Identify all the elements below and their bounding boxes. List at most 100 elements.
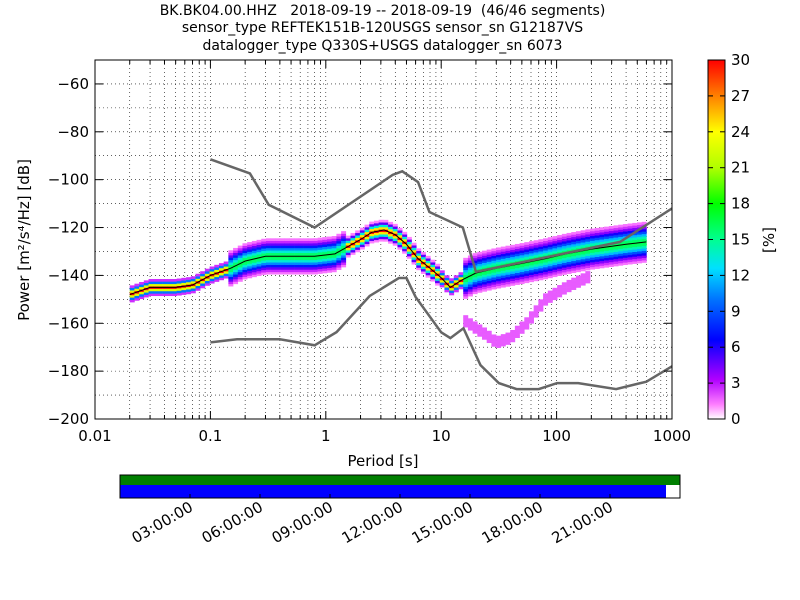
heatmap-cell xyxy=(510,275,516,279)
heatmap-cell xyxy=(406,256,412,259)
heatmap-cell xyxy=(242,252,248,256)
heatmap-cell xyxy=(373,232,379,236)
heatmap-cell xyxy=(590,240,596,244)
heatmap-cell xyxy=(345,250,351,253)
heatmap-cell xyxy=(575,262,581,265)
heatmap-cell xyxy=(153,281,159,285)
heatmap-cell xyxy=(233,259,239,263)
colorbar-tick-label: 27 xyxy=(731,87,750,105)
heatmap-cell xyxy=(622,255,628,258)
heatmap-cell xyxy=(355,242,361,246)
heatmap-cell xyxy=(327,243,333,247)
heatmap-cell xyxy=(604,255,610,259)
heatmap-cell xyxy=(510,266,516,270)
heatmap-cell xyxy=(435,280,441,284)
heatmap-cell xyxy=(608,249,614,253)
heatmap-cell xyxy=(547,270,553,274)
heatmap-cell xyxy=(467,277,473,280)
heatmap-cell xyxy=(632,254,638,257)
heatmap-cell xyxy=(449,283,455,286)
heatmap-cell xyxy=(218,272,224,276)
heatmap-cell xyxy=(425,263,431,266)
timeline-tick-label: 15:00:00 xyxy=(409,498,476,547)
heatmap-cell xyxy=(482,277,488,280)
heatmap-cell xyxy=(298,247,304,251)
heatmap-cell xyxy=(214,269,220,273)
heatmap-cell xyxy=(637,234,643,238)
heatmap-cell xyxy=(294,267,300,270)
heatmap-cell xyxy=(538,304,544,307)
heatmap-cell xyxy=(472,328,478,332)
heatmap-cell xyxy=(261,272,267,275)
heatmap-cell xyxy=(599,241,605,245)
heatmap-cell xyxy=(543,264,549,268)
heatmap-cell xyxy=(317,256,323,260)
heatmap-cell xyxy=(406,236,412,240)
heatmap-cell xyxy=(190,278,196,282)
heatmap-cell xyxy=(322,263,328,267)
heatmap-cell xyxy=(477,329,483,332)
heatmap-cell xyxy=(580,242,586,245)
heatmap-cell xyxy=(341,231,347,234)
heatmap-cell xyxy=(312,243,318,246)
heatmap-cell xyxy=(195,276,201,279)
heatmap-cell xyxy=(331,255,337,258)
heatmap-cell xyxy=(571,277,577,281)
heatmap-cell xyxy=(622,257,628,261)
heatmap-cell xyxy=(467,320,473,324)
heatmap-cell xyxy=(538,248,544,252)
heatmap-cell xyxy=(270,240,276,244)
heatmap-cell xyxy=(599,227,605,230)
heatmap-cell xyxy=(561,287,567,290)
heatmap-cell xyxy=(538,253,544,257)
colorbar-tick-label: 6 xyxy=(731,338,741,356)
heatmap-cell xyxy=(463,262,469,266)
heatmap-cell xyxy=(157,283,163,287)
heatmap-cell xyxy=(472,286,478,290)
heatmap-cell xyxy=(590,257,596,260)
heatmap-cell xyxy=(585,260,591,264)
heatmap-cell xyxy=(251,243,257,247)
heatmap-cell xyxy=(585,250,591,254)
heatmap-cell xyxy=(467,265,473,268)
heatmap-cell xyxy=(482,334,488,338)
heatmap-cell xyxy=(233,279,239,282)
heatmap-cell xyxy=(308,240,314,244)
heatmap-cell xyxy=(228,278,234,282)
heatmap-cell xyxy=(134,286,140,289)
heatmap-cell xyxy=(233,276,239,280)
heatmap-cell xyxy=(547,241,553,245)
heatmap-cell xyxy=(233,262,239,265)
heatmap-cell xyxy=(575,233,581,237)
heatmap-cell xyxy=(547,249,553,252)
heatmap-cell xyxy=(477,254,483,257)
heatmap-cell xyxy=(463,317,469,321)
heatmap-cell xyxy=(519,247,525,251)
heatmap-cell xyxy=(139,293,145,297)
heatmap-cell xyxy=(373,235,379,238)
heatmap-cell xyxy=(298,264,304,268)
heatmap-cell xyxy=(627,240,633,243)
heatmap-cell xyxy=(308,259,314,263)
heatmap-cell xyxy=(181,292,187,295)
heatmap-cell xyxy=(228,283,234,287)
chart-title-line-2: sensor_type REFTEK151B-120USGS sensor_sn… xyxy=(181,20,584,36)
heatmap-cell xyxy=(463,260,469,263)
heatmap-cell xyxy=(322,241,328,245)
heatmap-cell xyxy=(580,259,586,262)
heatmap-cell xyxy=(289,238,295,241)
heatmap-cell xyxy=(528,253,534,256)
heatmap-cell xyxy=(392,243,398,246)
heatmap-cell xyxy=(514,277,520,281)
heatmap-cell xyxy=(477,256,483,260)
heatmap-cell xyxy=(317,247,323,250)
heatmap-cell xyxy=(247,246,253,250)
heatmap-cell xyxy=(303,257,309,261)
heatmap-cell xyxy=(247,273,253,276)
heatmap-cell xyxy=(566,287,572,290)
heatmap-cell xyxy=(134,288,140,292)
heatmap-cell xyxy=(430,266,436,270)
heatmap-cell xyxy=(439,270,445,274)
heatmap-cell xyxy=(519,252,525,256)
heatmap-cell xyxy=(265,238,271,241)
